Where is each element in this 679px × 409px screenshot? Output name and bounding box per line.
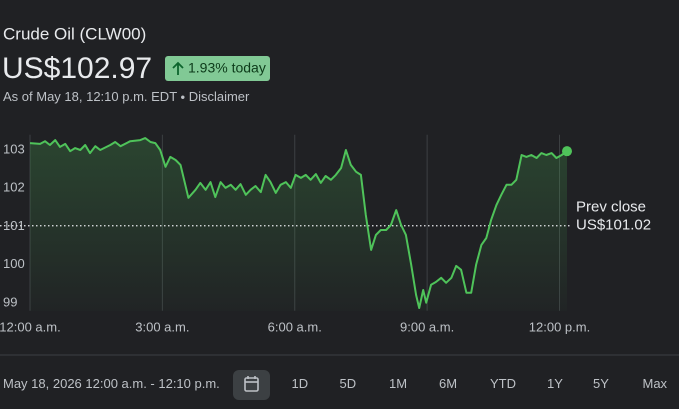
price-line — [29, 137, 568, 309]
as-of-text: As of May 18, 12:10 p.m. EDT — [3, 89, 177, 104]
as-of: As of May 18, 12:10 p.m. EDT • Disclaime… — [3, 89, 250, 104]
x-tick-label: 9:00 a.m. — [400, 319, 454, 334]
calendar-button[interactable] — [233, 370, 270, 400]
chart: Crude Oil (CLW00) US$102.97 1.93% today … — [0, 24, 679, 356]
y-tick-label: 100 — [3, 256, 25, 271]
y-tick-label: 102 — [3, 180, 25, 195]
calendar-icon — [244, 376, 259, 392]
period-button[interactable]: 5Y — [593, 376, 609, 391]
title: Crude Oil (CLW00) — [3, 24, 146, 43]
x-tick-label: 12:00 a.m. — [0, 319, 61, 334]
x-tick-label: 6:00 a.m. — [268, 319, 322, 334]
disclaimer[interactable]: Disclaimer — [189, 89, 250, 104]
up-arrow — [172, 61, 184, 75]
change-badge — [165, 56, 270, 81]
period-button[interactable]: 1M — [389, 376, 408, 391]
y-tick-label: 101 — [3, 218, 25, 233]
last-point — [562, 146, 572, 157]
period-button[interactable]: 6M — [439, 376, 458, 391]
x-tick-label: 3:00 a.m. — [135, 319, 189, 334]
period-button[interactable]: YTD — [490, 376, 516, 391]
y-tick-label: 99 — [3, 294, 17, 309]
period-button[interactable]: 1Y — [547, 376, 563, 391]
date-range: May 18, 2026 12:00 a.m. - 12:10 p.m. — [3, 376, 220, 391]
change: 1.93% today — [188, 60, 266, 76]
period-button[interactable]: 5D — [339, 376, 357, 391]
controls: May 18, 2026 12:00 a.m. - 12:10 p.m. 1D 5… — [0, 366, 679, 404]
period-button[interactable]: Max — [642, 376, 668, 391]
reference-label: Prev close — [576, 199, 646, 216]
area — [30, 138, 567, 311]
reference-value: US$101.02 — [576, 217, 651, 234]
x-tick-label: 12:00 p.m. — [529, 319, 590, 334]
price: US$102.97 — [2, 52, 152, 85]
period-button[interactable]: 1D — [291, 376, 309, 391]
y-tick-label: 103 — [3, 141, 25, 156]
